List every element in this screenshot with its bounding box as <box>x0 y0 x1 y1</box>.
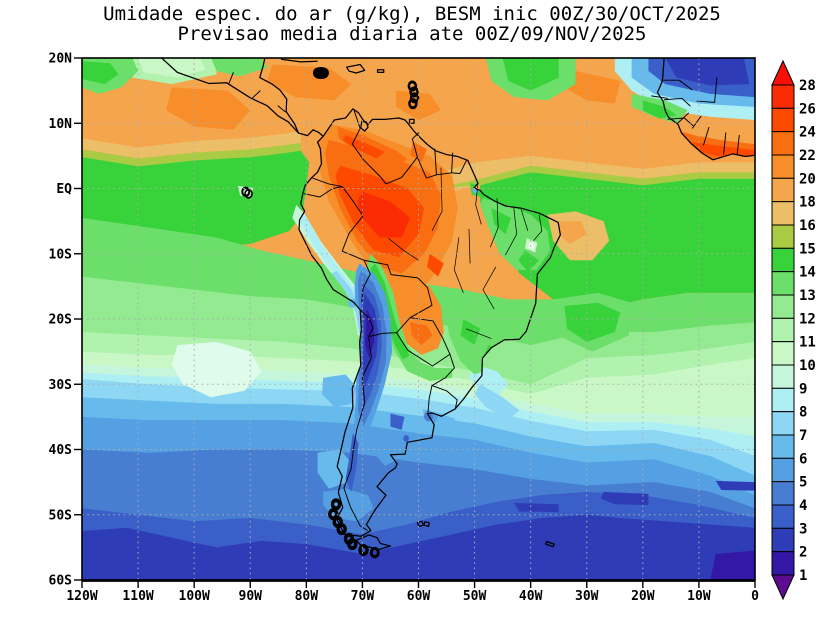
colorbar-cell <box>771 131 795 156</box>
colorbar-cell <box>771 481 795 506</box>
colorbar-cell <box>771 504 795 529</box>
lon-tick-label: 120W <box>66 589 97 604</box>
colorbar-arrow-bottom <box>771 574 795 601</box>
lon-tick-label: 40W <box>519 589 543 604</box>
title-line-1: Umidade espec. do ar (g/kg), BESM inic 0… <box>103 3 721 25</box>
colorbar-cell <box>771 201 795 226</box>
lat-tick-label: 50S <box>49 508 73 523</box>
colorbar-cell <box>771 84 795 109</box>
lat-tick-label: 60S <box>49 574 73 589</box>
title-line-2: Previsao media diaria ate 00Z/09/NOV/202… <box>178 23 647 45</box>
colorbar-cell <box>771 107 795 133</box>
lat-tick-label: 20S <box>49 313 73 328</box>
lon-tick-label: 110W <box>122 589 153 604</box>
colorbar-label: 4 <box>799 498 807 514</box>
colorbar-cell <box>771 341 795 366</box>
lon-tick-label: 20W <box>631 589 655 604</box>
state-borders <box>388 168 542 339</box>
country-borders <box>229 72 739 530</box>
colorbar-label: 20 <box>799 171 816 187</box>
colorbar-cell <box>771 271 795 296</box>
colorbar-label: 22 <box>799 148 816 164</box>
colorbar-cell <box>771 527 795 553</box>
lon-tick-label: 10W <box>687 589 711 604</box>
colorbar-label: 5 <box>799 475 807 491</box>
gridlines <box>82 58 755 580</box>
colorbar-label: 6 <box>799 451 807 467</box>
colorbar-label: 1 <box>799 568 807 584</box>
colorbar-cell <box>771 457 795 483</box>
colorbar-cell <box>771 247 795 273</box>
colorbar-label: 28 <box>799 78 816 94</box>
colorbar-label: 7 <box>799 428 807 444</box>
lat-tick-label: 30S <box>49 378 73 393</box>
lat-tick-label: 10N <box>49 117 73 132</box>
colorbar-label: 15 <box>799 241 816 257</box>
lat-tick-label: EQ <box>56 182 72 197</box>
colorbar-label: 8 <box>799 405 807 421</box>
lat-tick-label: 10S <box>49 247 73 262</box>
colorbar-cell <box>771 434 795 459</box>
colorbar-label: 11 <box>799 335 816 351</box>
colorbar-label: 26 <box>799 101 816 117</box>
longitude-axis: 120W 110W 100W 90W 80W 70W 60W 50W 40W 30W 20W 10W 0 <box>66 580 759 604</box>
colorbar-label: 24 <box>799 125 816 141</box>
colorbar-label: 12 <box>799 311 816 327</box>
coastlines <box>162 58 755 559</box>
colorbar-cell <box>771 177 795 203</box>
colorbar-label: 2 <box>799 545 807 561</box>
colorbar-label: 13 <box>799 288 816 304</box>
colorbar-arrow-top <box>771 59 795 86</box>
lat-tick-label: 40S <box>49 443 73 458</box>
colorbar-label: 3 <box>799 521 807 537</box>
colorbar-cell <box>771 154 795 179</box>
colorbar-cell <box>771 551 795 576</box>
colorbar-label: 10 <box>799 358 816 374</box>
colorbar-label: 14 <box>799 265 816 281</box>
lon-tick-label: 30W <box>575 589 599 604</box>
colorbar-label: 16 <box>799 218 816 234</box>
colorbar-cell <box>771 387 795 413</box>
lon-tick-label: 0 <box>751 589 759 604</box>
lon-tick-label: 50W <box>463 589 487 604</box>
colorbar-cell <box>771 294 795 319</box>
colorbar-cell <box>771 364 795 389</box>
colorbar-cell <box>771 224 795 249</box>
latitude-axis: 20N 10N EQ 10S 20S 30S 40S 50S 60S <box>49 52 82 589</box>
lon-tick-label: 60W <box>407 589 431 604</box>
colorbar-label: 18 <box>799 195 816 211</box>
colorbar-label: 9 <box>799 381 807 397</box>
lon-tick-label: 70W <box>351 589 375 604</box>
lat-tick-label: 20N <box>49 52 73 67</box>
lon-tick-label: 100W <box>179 589 210 604</box>
colorbar-cell <box>771 411 795 436</box>
colorbar-cell <box>771 317 795 343</box>
lon-tick-label: 80W <box>295 589 319 604</box>
lon-tick-label: 90W <box>239 589 263 604</box>
colorbar: 28 26 24 22 20 18 16 15 14 13 12 11 10 9 8 7 6 5 4 3 2 1 <box>771 59 816 601</box>
